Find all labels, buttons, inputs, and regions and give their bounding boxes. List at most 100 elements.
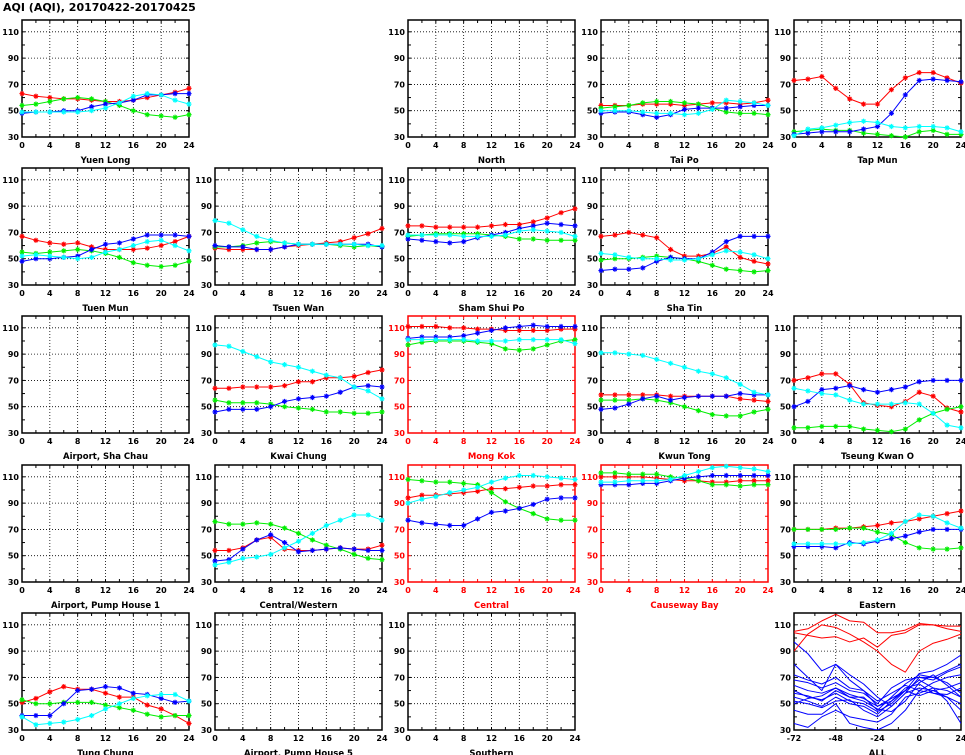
data-point-marker [405,500,411,506]
data-point-marker [365,383,371,389]
data-point-marker [765,261,771,267]
data-point-marker [351,410,357,416]
all-red-line [794,624,961,648]
plot-frame [600,315,769,434]
y-tick-label: 30 [780,429,792,438]
data-point-marker [351,244,357,250]
data-point-marker [47,94,53,101]
x-tick-label: 20 [542,141,554,150]
data-point-marker [958,377,964,384]
x-tick-label: 8 [654,141,660,150]
x-tick-label: 0 [212,437,218,446]
plot-frame [407,19,576,138]
cyan-series [791,385,964,431]
data-point-marker [226,559,232,565]
data-point-marker [737,98,743,105]
blue-series [19,684,192,719]
data-point-marker [75,699,81,705]
data-point-marker [558,210,564,216]
x-tick-label: 16 [514,734,526,743]
data-point-marker [572,495,578,501]
data-point-marker [805,526,811,533]
data-point-marker [667,254,674,260]
data-point-marker [640,474,646,480]
data-point-marker [888,401,895,407]
x-tick-label: 0 [598,141,604,150]
data-point-marker [598,105,604,111]
data-point-marker [309,368,316,374]
y-tick-label: 110 [195,324,212,333]
data-point-marker [572,326,578,332]
y-tick-label: 30 [201,429,213,438]
x-tick-label: 8 [75,141,81,150]
x-tick-label: 0 [791,437,797,446]
x-tick-label: 4 [819,437,825,446]
x-tick-label: 16 [707,141,719,150]
data-point-marker [379,396,385,402]
cyan-series [405,472,578,506]
panel-label: Causeway Bay [650,601,719,611]
data-point-marker [186,720,192,727]
data-point-marker [944,511,950,517]
y-tick-label: 70 [780,80,792,89]
data-point-marker [530,511,536,517]
data-point-marker [544,516,550,522]
data-point-marker [902,134,908,140]
data-point-marker [530,219,536,225]
data-point-marker [819,129,825,135]
data-point-marker [281,525,288,531]
y-tick-label: 110 [388,176,405,185]
data-point-marker [805,541,811,547]
data-point-marker [819,371,825,377]
panel-yuen-long: 0 4 8 12 16 20 24 30 50 70 90 110 Yuen Long [2,19,195,166]
data-point-marker [474,224,481,230]
x-tick-label: 24 [376,437,388,446]
data-point-marker [888,520,895,526]
x-tick-label: 16 [128,734,140,743]
data-point-marker [144,711,150,717]
data-point-marker [944,377,950,384]
data-point-marker [212,518,218,525]
data-point-marker [598,110,604,116]
data-point-marker [888,123,895,130]
data-point-marker [19,258,25,264]
data-point-marker [944,125,950,131]
data-point-marker [351,241,357,247]
data-point-marker [102,246,109,253]
x-tick-label: 4 [626,289,632,298]
y-tick-label: 70 [201,376,213,385]
x-tick-label: 12 [486,734,497,743]
data-point-marker [61,701,67,707]
x-tick-label: 4 [47,437,53,446]
data-point-marker [654,101,660,107]
data-point-marker [47,109,53,115]
x-tick-label: 24 [762,141,774,150]
data-point-marker [433,232,439,238]
panel-label: ALL [869,749,887,755]
blue-series [19,232,192,264]
data-point-marker [626,229,632,236]
panel-label: Kwun Tong [658,452,710,462]
data-point-marker [916,545,922,551]
data-point-marker [695,368,702,374]
x-tick-label: 20 [156,289,168,298]
data-point-marker [833,541,839,547]
data-point-marker [598,102,604,109]
data-point-marker [226,385,232,391]
panel-label: Airport, Sha Chau [63,452,148,462]
data-point-marker [130,707,136,713]
x-tick-label: 0 [19,734,25,743]
data-point-marker [419,337,425,343]
data-point-marker [158,695,164,702]
data-point-marker [833,129,839,135]
x-tick-label: 8 [75,734,81,743]
data-point-marker [433,239,439,245]
blue-series [212,532,385,564]
data-point-marker [612,232,618,238]
data-point-marker [737,381,743,387]
y-tick-label: 30 [780,578,792,587]
data-point-marker [930,393,936,399]
data-point-marker [654,475,660,481]
data-point-marker [268,551,274,557]
